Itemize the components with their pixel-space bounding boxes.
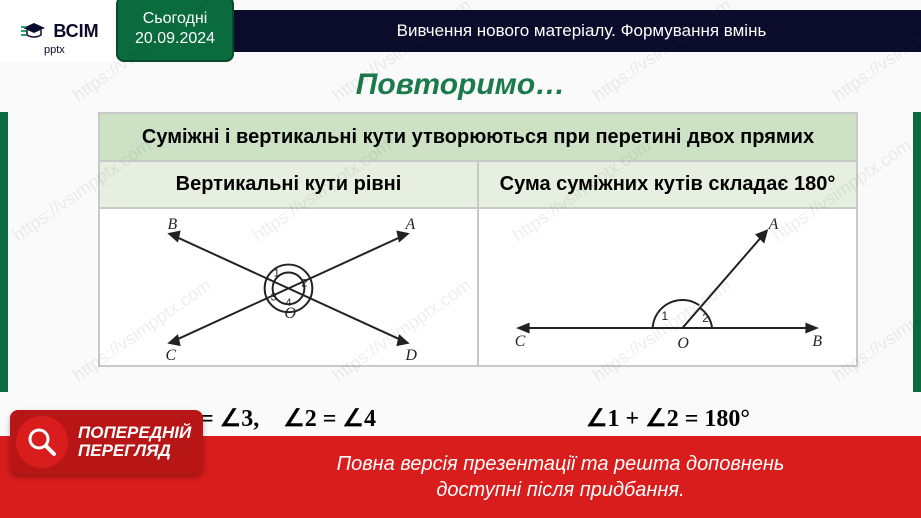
magnifier-icon — [16, 416, 68, 468]
today-label: Сьогодні — [143, 9, 208, 29]
date-value: 20.09.2024 — [135, 29, 215, 49]
header-title: Вивчення нового матеріалу. Формування вм… — [226, 10, 921, 52]
preview-badge-text: ПОПЕРЕДНІЙ ПЕРЕГЛЯД — [78, 424, 191, 460]
svg-text:D: D — [405, 347, 418, 364]
svg-text:1: 1 — [662, 309, 669, 323]
date-badge: Сьогодні 20.09.2024 — [116, 0, 234, 62]
svg-text:A: A — [768, 216, 779, 233]
preview-badge[interactable]: ПОПЕРЕДНІЙ ПЕРЕГЛЯД — [10, 410, 203, 474]
section-title: Повторимо… — [0, 68, 921, 102]
svg-text:4: 4 — [286, 297, 292, 309]
svg-text:1: 1 — [274, 267, 280, 279]
angles-table: Суміжні і вертикальні кути утворюються п… — [98, 112, 858, 367]
logo-block: ВСІМ pptx — [0, 0, 120, 62]
header-bar: ВСІМ pptx Сьогодні 20.09.2024 Вивчення н… — [0, 0, 921, 62]
preview-banner: ПОПЕРЕДНІЙ ПЕРЕГЛЯД Повна версія презент… — [0, 436, 921, 518]
table-left-header: Вертикальні кути рівні — [99, 161, 478, 208]
svg-text:C: C — [515, 333, 526, 350]
svg-text:B: B — [167, 216, 177, 233]
adjacent-angles-diagram: C O B A 1 2 — [479, 209, 856, 366]
svg-text:C: C — [165, 347, 176, 364]
svg-text:B: B — [812, 333, 822, 350]
logo-brand: ВСІМ — [53, 21, 98, 42]
svg-text:3: 3 — [271, 291, 277, 303]
table-top-header: Суміжні і вертикальні кути утворюються п… — [99, 113, 857, 161]
side-accent-right — [913, 112, 921, 392]
adjacent-angles-cell: C O B A 1 2 — [478, 208, 857, 366]
logo-sub: pptx — [44, 44, 65, 56]
graduation-cap-icon — [21, 21, 47, 41]
logo: ВСІМ — [21, 21, 98, 42]
svg-text:2: 2 — [301, 277, 307, 289]
vertical-angles-cell: B A C D O 1 2 3 4 — [99, 208, 478, 366]
vertical-angles-diagram: B A C D O 1 2 3 4 — [100, 209, 477, 366]
svg-text:O: O — [677, 335, 689, 352]
table-right-header: Сума суміжних кутів складає 180° — [478, 161, 857, 208]
svg-text:A: A — [405, 216, 416, 233]
svg-text:2: 2 — [702, 311, 709, 325]
side-accent-left — [0, 112, 8, 392]
